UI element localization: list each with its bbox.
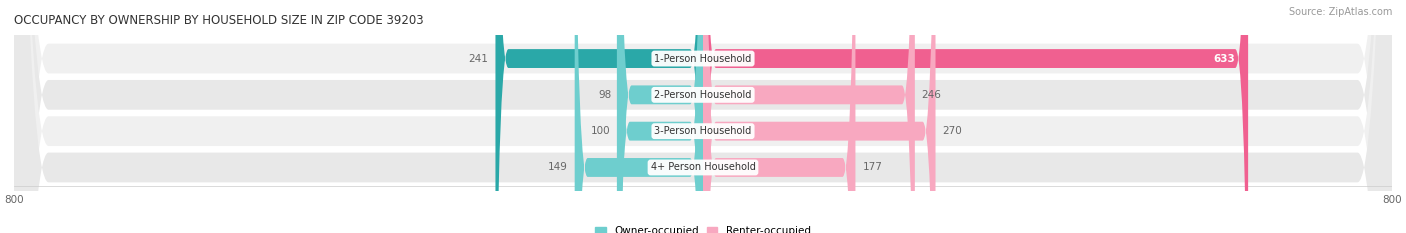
Text: 4+ Person Household: 4+ Person Household (651, 162, 755, 172)
FancyBboxPatch shape (703, 0, 855, 233)
Text: 149: 149 (548, 162, 568, 172)
Text: 98: 98 (599, 90, 612, 100)
Text: 2-Person Household: 2-Person Household (654, 90, 752, 100)
FancyBboxPatch shape (703, 0, 915, 233)
FancyBboxPatch shape (495, 0, 703, 233)
FancyBboxPatch shape (617, 0, 703, 233)
FancyBboxPatch shape (575, 0, 703, 233)
FancyBboxPatch shape (14, 0, 1392, 233)
Text: 1-Person Household: 1-Person Household (654, 54, 752, 64)
FancyBboxPatch shape (14, 0, 1392, 233)
Legend: Owner-occupied, Renter-occupied: Owner-occupied, Renter-occupied (591, 222, 815, 233)
FancyBboxPatch shape (703, 0, 935, 233)
Text: 3-Person Household: 3-Person Household (654, 126, 752, 136)
Text: 633: 633 (1213, 54, 1236, 64)
Text: OCCUPANCY BY OWNERSHIP BY HOUSEHOLD SIZE IN ZIP CODE 39203: OCCUPANCY BY OWNERSHIP BY HOUSEHOLD SIZE… (14, 14, 423, 27)
Text: 246: 246 (922, 90, 942, 100)
Text: 100: 100 (591, 126, 610, 136)
Text: Source: ZipAtlas.com: Source: ZipAtlas.com (1288, 7, 1392, 17)
FancyBboxPatch shape (14, 0, 1392, 233)
FancyBboxPatch shape (703, 0, 1249, 233)
Text: 270: 270 (942, 126, 962, 136)
Text: 177: 177 (862, 162, 882, 172)
Text: 241: 241 (468, 54, 488, 64)
FancyBboxPatch shape (14, 0, 1392, 233)
FancyBboxPatch shape (619, 0, 703, 233)
